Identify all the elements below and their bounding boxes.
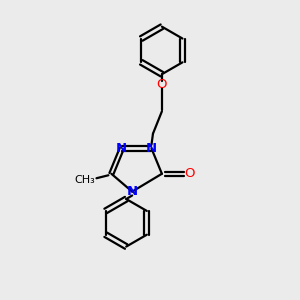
Text: N: N [116,142,127,155]
Text: N: N [127,185,138,198]
Text: CH₃: CH₃ [74,175,95,185]
Text: O: O [184,167,194,180]
Text: N: N [146,142,157,155]
Text: O: O [157,78,167,91]
